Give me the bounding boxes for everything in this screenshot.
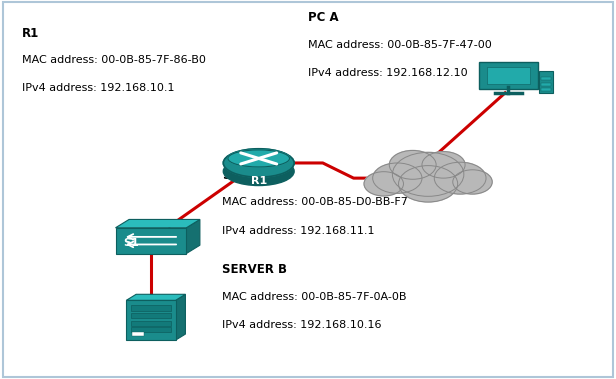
Ellipse shape bbox=[223, 149, 294, 177]
FancyBboxPatch shape bbox=[541, 88, 551, 91]
Circle shape bbox=[453, 170, 492, 194]
Text: R1: R1 bbox=[251, 176, 267, 186]
Circle shape bbox=[389, 150, 436, 179]
FancyBboxPatch shape bbox=[131, 321, 171, 326]
Text: S1: S1 bbox=[123, 238, 139, 247]
Text: IPv4 address: 192.168.11.1: IPv4 address: 192.168.11.1 bbox=[222, 226, 375, 235]
Text: R1: R1 bbox=[22, 27, 39, 39]
Text: IPv4 address: 192.168.10.1: IPv4 address: 192.168.10.1 bbox=[22, 83, 174, 93]
Text: MAC address: 00-0B-85-7F-47-00: MAC address: 00-0B-85-7F-47-00 bbox=[308, 40, 492, 50]
FancyBboxPatch shape bbox=[479, 62, 538, 89]
Text: IPv4 address: 192.168.12.10: IPv4 address: 192.168.12.10 bbox=[308, 68, 468, 78]
Text: PC A: PC A bbox=[308, 11, 339, 24]
Text: IPv4 address: 192.168.10.16: IPv4 address: 192.168.10.16 bbox=[222, 320, 381, 330]
FancyBboxPatch shape bbox=[116, 228, 187, 254]
Ellipse shape bbox=[228, 150, 290, 167]
Polygon shape bbox=[176, 294, 185, 340]
Circle shape bbox=[364, 172, 403, 196]
FancyBboxPatch shape bbox=[3, 2, 613, 377]
FancyBboxPatch shape bbox=[131, 327, 171, 332]
Ellipse shape bbox=[223, 157, 294, 186]
Polygon shape bbox=[116, 219, 200, 228]
Text: MAC address: 00-0B-85-7F-0A-0B: MAC address: 00-0B-85-7F-0A-0B bbox=[222, 292, 407, 302]
FancyBboxPatch shape bbox=[539, 71, 553, 93]
Circle shape bbox=[373, 163, 422, 193]
FancyBboxPatch shape bbox=[541, 83, 551, 86]
Circle shape bbox=[399, 166, 458, 202]
FancyBboxPatch shape bbox=[487, 67, 530, 84]
Circle shape bbox=[434, 162, 486, 194]
Polygon shape bbox=[187, 219, 200, 254]
Text: MAC address: 00-0B-85-7F-86-B0: MAC address: 00-0B-85-7F-86-B0 bbox=[22, 55, 205, 65]
Polygon shape bbox=[126, 294, 185, 300]
Text: S1: S1 bbox=[222, 169, 238, 182]
Circle shape bbox=[392, 152, 464, 196]
FancyBboxPatch shape bbox=[131, 313, 171, 318]
FancyBboxPatch shape bbox=[541, 77, 551, 80]
FancyBboxPatch shape bbox=[131, 305, 171, 311]
Text: SERVER B: SERVER B bbox=[222, 263, 287, 276]
FancyBboxPatch shape bbox=[132, 332, 144, 336]
Text: MAC address: 00-0B-85-D0-BB-F7: MAC address: 00-0B-85-D0-BB-F7 bbox=[222, 197, 408, 207]
Circle shape bbox=[422, 152, 465, 178]
FancyBboxPatch shape bbox=[126, 300, 176, 340]
